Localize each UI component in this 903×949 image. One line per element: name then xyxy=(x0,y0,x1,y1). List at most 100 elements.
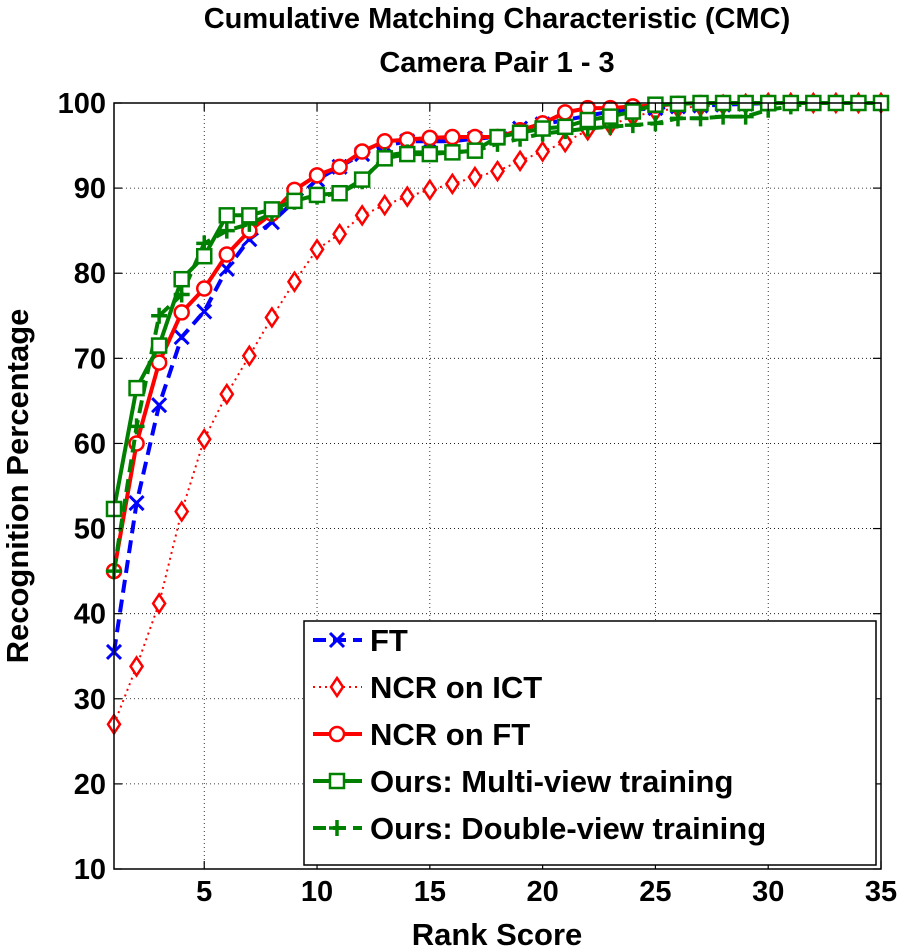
data-point xyxy=(421,129,439,147)
data-point xyxy=(354,204,370,227)
data-point xyxy=(377,193,393,217)
data-point xyxy=(195,280,213,297)
legend-marker xyxy=(329,675,345,699)
data-point xyxy=(218,222,235,239)
data-point xyxy=(195,247,213,265)
data-point xyxy=(332,222,348,246)
series-3 xyxy=(105,94,890,518)
y-tick-label: 20 xyxy=(74,769,106,801)
circle-marker-shape xyxy=(376,133,393,150)
data-point xyxy=(241,344,257,368)
diamond-marker-shape xyxy=(512,149,528,173)
x-tick-label: 30 xyxy=(752,876,784,908)
data-point xyxy=(669,110,686,127)
square-marker-shape xyxy=(511,124,529,142)
x-marker-shape xyxy=(173,328,190,346)
y-tick-label: 30 xyxy=(74,684,106,716)
y-tick-label: 10 xyxy=(74,854,106,886)
diamond-marker-shape xyxy=(332,222,348,246)
x-tick-label: 25 xyxy=(639,876,671,908)
x-axis-label: Rank Score xyxy=(412,917,583,949)
data-point xyxy=(556,118,574,136)
data-point xyxy=(173,270,190,288)
circle-marker-shape xyxy=(308,167,326,184)
data-point xyxy=(151,307,168,324)
legend-marker xyxy=(328,772,346,790)
diamond-marker-shape xyxy=(535,140,551,163)
data-point xyxy=(309,238,325,261)
diamond-marker-shape xyxy=(422,178,438,202)
diamond-marker-shape xyxy=(241,344,257,368)
diamond-marker-shape xyxy=(489,159,506,183)
data-point xyxy=(422,178,438,202)
circle-marker-shape xyxy=(353,143,371,160)
series-line xyxy=(113,102,881,725)
x-tick-label: 15 xyxy=(414,876,446,908)
data-point xyxy=(286,192,303,210)
data-point xyxy=(129,655,145,678)
x-marker-shape xyxy=(128,494,145,512)
legend-entry: Ours: Double-view training xyxy=(370,811,766,846)
data-point xyxy=(218,246,236,263)
square-marker-shape xyxy=(579,111,596,129)
square-marker-shape xyxy=(421,145,439,163)
data-point xyxy=(173,328,190,346)
data-point xyxy=(692,110,709,127)
data-point xyxy=(557,130,573,154)
circle-marker-shape xyxy=(195,280,213,297)
legend-marker xyxy=(328,725,346,743)
diamond-marker-shape xyxy=(219,382,235,406)
plus-marker-shape xyxy=(715,108,732,125)
square-marker-shape xyxy=(602,108,619,125)
diamond-marker-shape xyxy=(377,193,393,217)
data-point xyxy=(353,171,371,188)
y-tick-label: 40 xyxy=(74,599,106,631)
data-point xyxy=(511,124,529,142)
legend-entry: FT xyxy=(370,623,408,658)
data-point xyxy=(534,120,551,137)
square-marker-shape xyxy=(241,207,258,224)
data-point xyxy=(737,108,754,125)
square-marker-shape xyxy=(444,144,461,161)
data-point xyxy=(444,128,461,146)
plus-marker-shape xyxy=(151,307,168,324)
axis-ticks: 5 10 15 20 25 30 35 10 20 30 40 50 60 70 80 90 100 xyxy=(58,88,898,908)
data-point xyxy=(196,303,213,320)
diamond-marker-shape xyxy=(309,238,325,261)
diamond-marker-shape xyxy=(174,500,190,523)
square-marker-shape xyxy=(534,120,551,137)
plus-marker-shape xyxy=(692,110,709,127)
y-axis-label: Recognition Percentage xyxy=(0,309,35,664)
chart-subtitle: Camera Pair 1 - 3 xyxy=(379,47,614,79)
y-tick-label: 90 xyxy=(74,173,106,205)
circle-marker-shape xyxy=(173,304,190,321)
data-point xyxy=(331,158,348,176)
data-point xyxy=(579,111,596,129)
diamond-marker-shape xyxy=(196,427,212,451)
square-marker-shape xyxy=(399,145,416,163)
plus-marker-shape xyxy=(329,820,345,836)
data-point xyxy=(264,306,280,329)
data-point xyxy=(444,172,460,196)
circle-marker-shape xyxy=(218,246,236,263)
square-marker-shape xyxy=(489,128,506,146)
data-point xyxy=(669,95,687,113)
plus-marker-shape xyxy=(647,115,664,132)
square-marker-shape xyxy=(218,207,236,224)
x-tick-label: 35 xyxy=(865,876,897,908)
plus-marker-shape xyxy=(669,110,686,127)
circle-marker-shape xyxy=(466,128,484,146)
legend: FT NCR on ICT NCR on FT Ours: Multi-view tr… xyxy=(303,620,877,866)
square-marker-shape xyxy=(150,337,168,354)
data-point xyxy=(467,165,483,189)
legend-marker xyxy=(328,631,346,649)
square-marker-shape xyxy=(331,184,348,202)
legend-entry: NCR on ICT xyxy=(370,670,542,705)
data-point xyxy=(624,117,641,134)
data-point xyxy=(399,185,415,208)
diamond-marker-shape xyxy=(264,306,280,329)
square-marker-shape xyxy=(328,772,346,790)
square-marker-shape xyxy=(466,142,484,159)
data-point xyxy=(466,128,484,146)
data-point xyxy=(421,145,439,163)
